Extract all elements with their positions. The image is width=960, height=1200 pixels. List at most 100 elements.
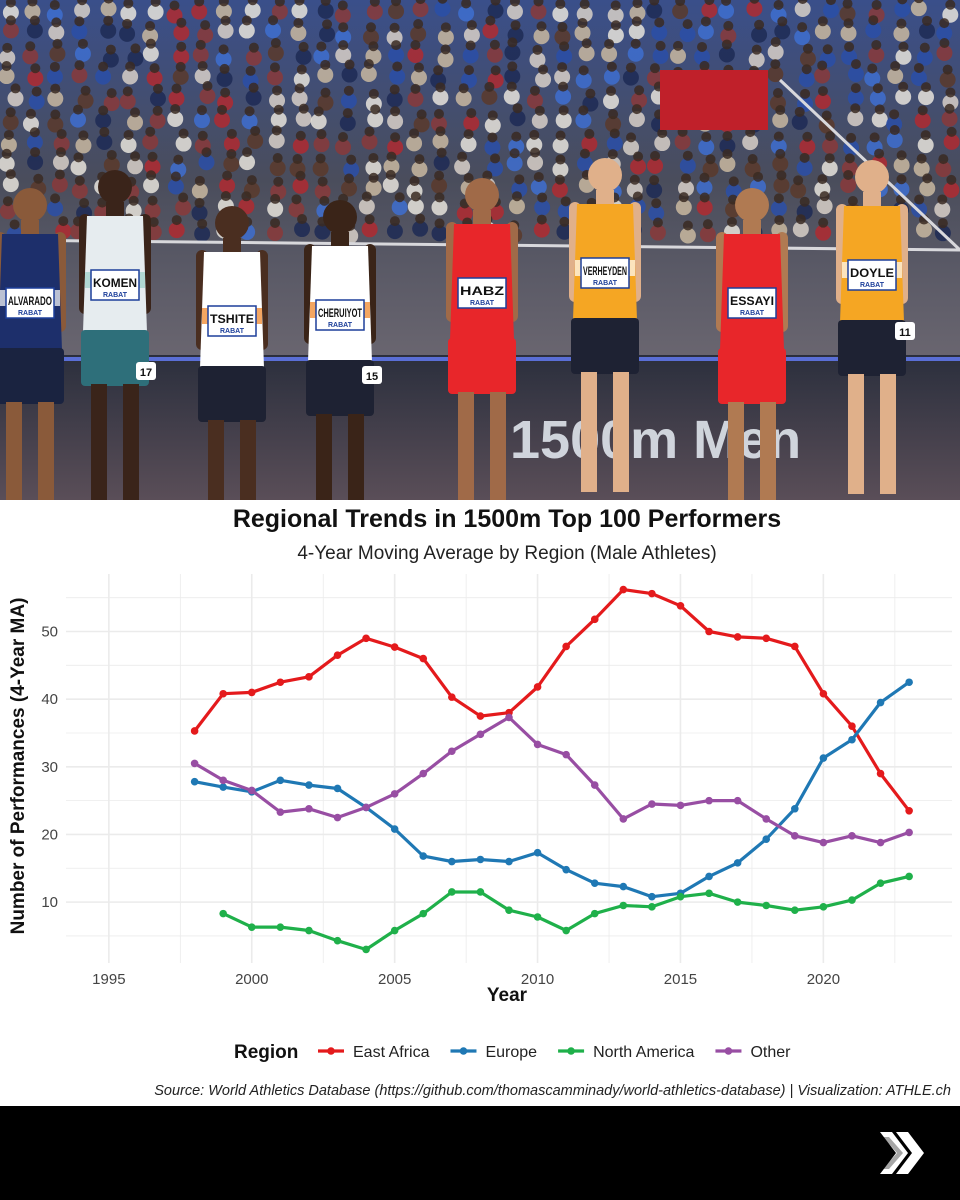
data-point-other bbox=[476, 730, 485, 739]
bib-name: TSHITE bbox=[210, 312, 254, 326]
data-point-north-america bbox=[819, 903, 828, 911]
data-point-other bbox=[219, 776, 227, 785]
data-point-europe bbox=[419, 852, 428, 860]
legend-item-east-africa: East Africa bbox=[318, 1044, 430, 1061]
line-chart: Regional Trends in 1500m Top 100 Perform… bbox=[8, 505, 952, 1099]
x-tick-label: 2005 bbox=[378, 971, 411, 988]
data-point-north-america bbox=[733, 898, 742, 906]
data-point-north-america bbox=[362, 945, 370, 954]
athlete: KOMEN RABAT bbox=[79, 170, 151, 500]
data-point-europe bbox=[733, 859, 742, 867]
bib-sponsor: RABAT bbox=[740, 310, 765, 317]
data-point-east-africa bbox=[533, 683, 542, 691]
bib-sponsor: RABAT bbox=[220, 328, 245, 335]
data-point-east-africa bbox=[419, 654, 428, 663]
series-line-east-africa bbox=[193, 587, 911, 812]
data-point-other bbox=[648, 800, 656, 808]
athlete: ALVARADO RABAT bbox=[0, 188, 66, 500]
data-point-east-africa bbox=[333, 651, 342, 659]
bottom-bar bbox=[0, 1106, 960, 1200]
data-point-north-america bbox=[676, 892, 685, 901]
data-point-europe bbox=[848, 735, 856, 744]
data-point-north-america bbox=[905, 872, 913, 881]
data-point-east-africa bbox=[562, 642, 570, 651]
y-tick-label: 10 bbox=[41, 894, 58, 911]
data-point-north-america bbox=[590, 909, 599, 918]
bib-sponsor: RABAT bbox=[103, 292, 128, 299]
legend-label: North America bbox=[593, 1044, 694, 1061]
data-point-north-america bbox=[419, 909, 428, 918]
bib-name: ALVARADO bbox=[8, 294, 52, 308]
data-point-other bbox=[190, 759, 199, 768]
hip-number: 17 bbox=[136, 362, 156, 380]
data-point-north-america bbox=[876, 879, 885, 887]
data-point-other bbox=[705, 796, 713, 805]
series-east-africa bbox=[190, 585, 913, 815]
series-line-north-america bbox=[222, 874, 910, 952]
data-point-east-africa bbox=[676, 601, 685, 610]
data-point-north-america bbox=[305, 926, 313, 935]
data-point-europe bbox=[276, 776, 285, 785]
data-point-east-africa bbox=[390, 643, 399, 651]
legend-title: Region bbox=[234, 1042, 298, 1063]
y-tick-label: 40 bbox=[41, 691, 58, 708]
data-point-other bbox=[305, 804, 313, 813]
series-line-other bbox=[193, 715, 910, 845]
chart-subtitle: 4-Year Moving Average by Region (Male At… bbox=[297, 543, 716, 564]
data-point-east-africa bbox=[476, 712, 485, 720]
data-point-east-africa bbox=[619, 585, 628, 594]
athletes-photo: 1500m Men ALVARADO RABAT KOMEN RABAT TSHITE R… bbox=[0, 0, 960, 500]
data-point-europe bbox=[305, 781, 313, 789]
data-point-east-africa bbox=[219, 689, 227, 698]
data-point-other bbox=[533, 740, 542, 749]
data-point-north-america bbox=[705, 889, 713, 898]
y-tick-label: 50 bbox=[41, 624, 58, 641]
athlete: CHERUIYOT RABAT bbox=[304, 200, 376, 500]
svg-text:15: 15 bbox=[366, 371, 378, 383]
data-point-europe bbox=[562, 865, 570, 874]
athletes: ALVARADORABATKOMENRABATTSHITERABATCHERUI… bbox=[0, 158, 915, 500]
legend-key-point bbox=[567, 1047, 575, 1055]
data-point-north-america bbox=[791, 906, 799, 915]
data-point-east-africa bbox=[590, 615, 599, 624]
bib-name: ESSAYI bbox=[730, 294, 774, 308]
double-chevron-right-icon[interactable] bbox=[876, 1128, 928, 1178]
axis-ticks: 1995 2000 2005 2010 2015 2020 10 20 30 40 50 bbox=[41, 624, 840, 988]
data-point-europe bbox=[533, 848, 542, 857]
svg-text:11: 11 bbox=[899, 327, 911, 339]
data-point-other bbox=[333, 813, 342, 822]
data-point-europe bbox=[505, 857, 513, 866]
data-point-east-africa bbox=[905, 806, 913, 815]
legend-item-north-america: North America bbox=[558, 1044, 695, 1061]
x-tick-label: 2015 bbox=[664, 971, 697, 988]
legend-key-point bbox=[724, 1047, 733, 1055]
data-point-east-africa bbox=[705, 627, 713, 636]
bib-sponsor: RABAT bbox=[860, 282, 885, 289]
data-point-north-america bbox=[505, 906, 513, 915]
data-point-other bbox=[276, 808, 285, 816]
data-point-europe bbox=[590, 879, 599, 887]
y-tick-label: 30 bbox=[41, 759, 58, 776]
bib-name: HABZ bbox=[460, 284, 504, 298]
data-point-other bbox=[848, 832, 856, 840]
x-tick-label: 2020 bbox=[807, 971, 840, 988]
photo-illustration: 1500m Men ALVARADO RABAT KOMEN RABAT TSHITE R… bbox=[0, 0, 960, 500]
bib-sponsor: RABAT bbox=[593, 280, 618, 287]
data-point-east-africa bbox=[819, 689, 828, 698]
legend-label: Europe bbox=[485, 1044, 537, 1061]
data-point-europe bbox=[762, 835, 771, 843]
data-point-north-america bbox=[562, 926, 570, 935]
data-point-europe bbox=[791, 804, 799, 813]
data-point-north-america bbox=[333, 936, 342, 945]
data-point-east-africa bbox=[848, 722, 856, 731]
data-point-east-africa bbox=[762, 634, 771, 643]
data-point-other bbox=[876, 838, 885, 847]
crowd bbox=[0, 0, 960, 244]
hip-number: 11 bbox=[895, 322, 915, 340]
data-point-north-america bbox=[619, 901, 628, 910]
data-point-east-africa bbox=[733, 633, 742, 641]
x-tick-label: 2000 bbox=[235, 971, 268, 988]
data-point-europe bbox=[905, 678, 913, 687]
data-point-other bbox=[762, 815, 771, 823]
data-point-east-africa bbox=[791, 642, 799, 651]
